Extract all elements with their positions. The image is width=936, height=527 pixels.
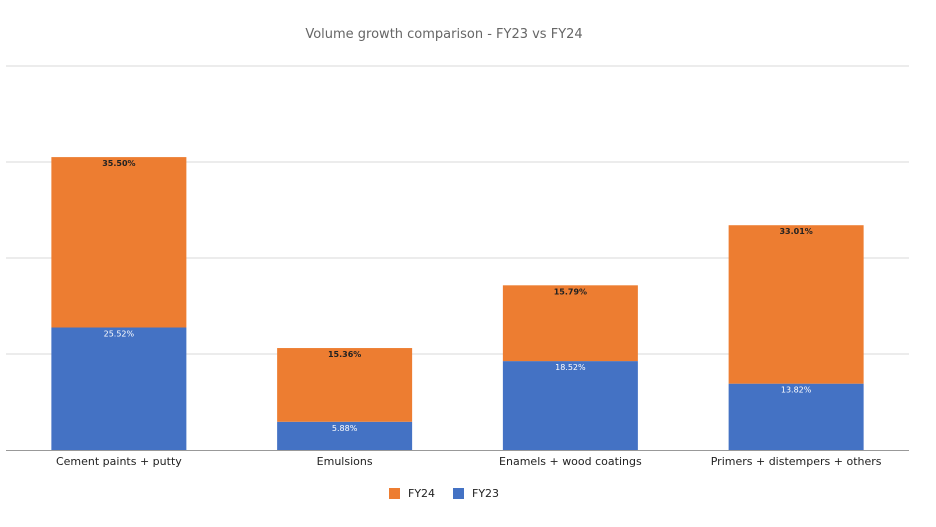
legend-label-fy24: FY24 <box>408 487 435 500</box>
data-label-fy24-1: 35.50% <box>102 159 135 168</box>
data-label-fy24-2: 15.36% <box>328 350 361 359</box>
legend: FY24 FY23 <box>389 487 499 500</box>
legend-swatch-fy24 <box>389 488 400 499</box>
bar-fy23-2 <box>277 421 413 450</box>
data-label-fy23-3: 18.52% <box>555 363 586 372</box>
data-label-fy24-4: 33.01% <box>779 227 812 236</box>
data-label-fy24-3: 15.79% <box>554 287 587 296</box>
bar-fy24-4 <box>728 225 864 384</box>
bar-fy23-1 <box>51 327 187 450</box>
x-axis: Cement paints + putty Emulsions Enamels + … <box>6 450 909 468</box>
bar-fy24-1 <box>51 157 187 328</box>
legend-swatch-fy23 <box>453 488 464 499</box>
data-label-fy23-2: 5.88% <box>332 424 358 433</box>
legend-label-fy23: FY23 <box>472 487 499 500</box>
data-labels: 25.52% 35.50% 5.88% 15.36% 18.52% 15.79% 13.82… <box>102 159 813 433</box>
bar-fy23-4 <box>728 383 864 450</box>
bars <box>51 157 864 450</box>
data-label-fy23-1: 25.52% <box>104 330 135 339</box>
chart-title: Volume growth comparison - FY23 vs FY24 <box>305 27 582 42</box>
x-tick-label-1: Cement paints + putty <box>56 455 182 468</box>
x-tick-label-2: Emulsions <box>317 455 373 468</box>
x-tick-label-4: Primers + distempers + others <box>711 455 882 468</box>
bar-fy23-3 <box>502 361 638 450</box>
data-label-fy23-4: 13.82% <box>781 386 812 395</box>
bar-fy24-3 <box>502 285 638 362</box>
x-tick-label-3: Enamels + wood coatings <box>499 455 642 468</box>
bar-fy24-2 <box>277 348 413 422</box>
